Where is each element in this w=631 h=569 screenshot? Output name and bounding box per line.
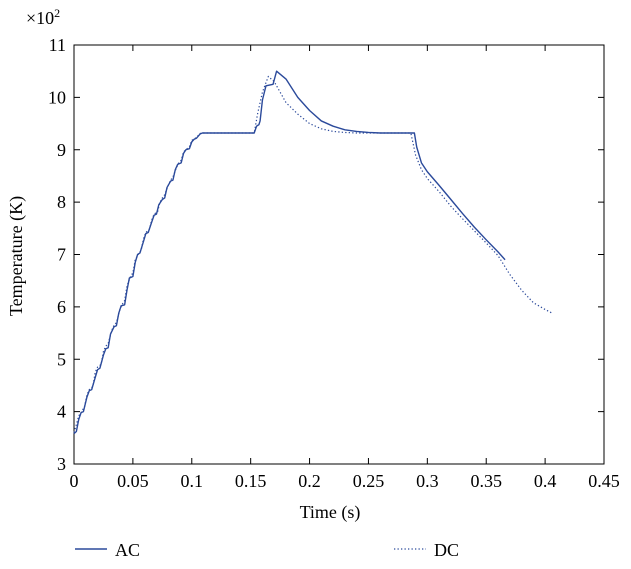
x-axis-label: Time (s) <box>300 502 361 523</box>
plot-border <box>73 44 605 465</box>
x-tick-label: 0.2 <box>298 471 321 491</box>
series-line-ac <box>73 70 506 435</box>
x-tick-label: 0.45 <box>588 471 620 491</box>
y-tick-label: 11 <box>49 35 66 55</box>
x-tick-label: 0.3 <box>416 471 439 491</box>
series-line-dc <box>73 75 553 433</box>
legend-dc-label: DC <box>434 540 459 560</box>
y-tick-label: 3 <box>57 454 66 474</box>
x-tick-label: 0.1 <box>181 471 204 491</box>
y-tick-label: 4 <box>57 402 66 422</box>
axis-labels: Time (s) Temperature (K) ×102 <box>6 6 360 523</box>
y-tick-label: 9 <box>57 140 66 160</box>
x-tick-label: 0.15 <box>235 471 267 491</box>
y-tick-label: 6 <box>57 297 66 317</box>
y-multiplier-base: ×10 <box>26 8 54 28</box>
y-tick-label: 5 <box>57 349 66 369</box>
x-tick-label: 0 <box>70 471 79 491</box>
x-tick-label: 0.35 <box>470 471 502 491</box>
x-tick-label: 0.05 <box>117 471 149 491</box>
y-tick-label: 7 <box>57 245 66 265</box>
x-tick-label: 0.4 <box>534 471 557 491</box>
x-tick-label: 0.25 <box>353 471 385 491</box>
series-lines <box>73 70 553 435</box>
y-multiplier-label: ×102 <box>26 6 60 28</box>
y-axis-label: Temperature (K) <box>6 196 27 316</box>
legend: AC DC <box>75 540 459 560</box>
y-tick-label: 8 <box>57 192 66 212</box>
legend-ac-label: AC <box>115 540 140 560</box>
axis-ticks: 0 0.05 0.1 0.15 0.2 0.25 0.3 0.35 0.4 0.45 3 4 5 6 7 8 9… <box>48 35 620 491</box>
plot-area <box>73 44 605 465</box>
y-tick-label: 10 <box>48 87 66 107</box>
y-multiplier-exponent: 2 <box>54 6 60 20</box>
